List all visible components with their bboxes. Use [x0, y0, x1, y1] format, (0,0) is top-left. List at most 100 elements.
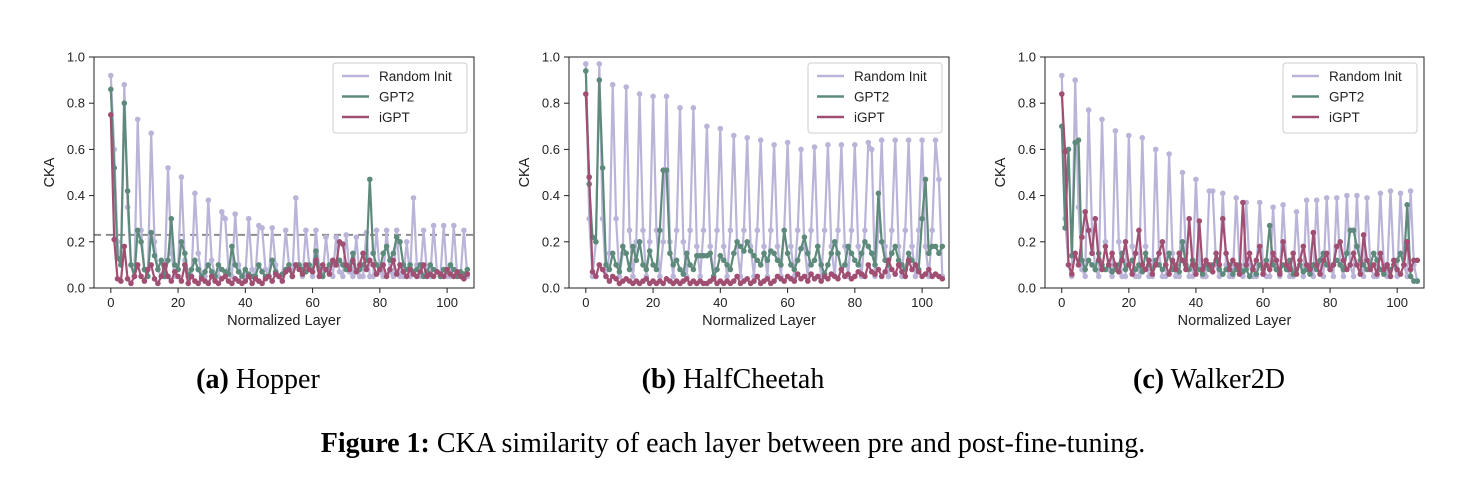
walker2d-series-gpt2-point [1243, 266, 1249, 273]
walker2d-series-random-init-point [1166, 151, 1172, 157]
halfcheetah-ytick-label: 0.4 [542, 188, 560, 203]
halfcheetah-series-igpt-point [805, 278, 811, 284]
hopper-series-random-init-point [313, 227, 319, 234]
halfcheetah-series-igpt-point [801, 273, 808, 280]
hopper-series-igpt-point [370, 262, 376, 268]
subcaption-walker2d-name: Walker2D [1170, 364, 1285, 395]
walker2d-series-igpt-point [1377, 250, 1384, 257]
halfcheetah-series-gpt2-point [717, 252, 724, 259]
hopper-series-igpt-point [340, 241, 346, 247]
halfcheetah-xtick-label: 80 [848, 295, 862, 310]
halfcheetah-series-igpt-point [926, 266, 932, 273]
hopper-series-igpt-point [124, 276, 131, 282]
walker2d-series-igpt-point [1266, 266, 1273, 273]
halfcheetah-series-random-init-point [808, 227, 814, 234]
halfcheetah-series-gpt2-point [754, 257, 761, 264]
walker2d-series-gpt2-point [1092, 266, 1099, 273]
halfcheetah-series-gpt2-point [922, 176, 929, 183]
halfcheetah-series-igpt-point [885, 257, 892, 264]
walker2d-series-gpt2-point [1370, 250, 1377, 257]
halfcheetah-series-random-init-point [862, 227, 868, 234]
walker2d-series-igpt-point [1119, 257, 1125, 264]
halfcheetah-xtick-label: 60 [780, 295, 794, 310]
halfcheetah-series-gpt2-point [855, 262, 861, 268]
walker2d-series-igpt-point [1350, 250, 1357, 257]
hopper-series-random-init-point [249, 266, 255, 273]
hopper-series-random-init-point [195, 250, 201, 257]
walker2d-series-igpt-point [1132, 250, 1139, 257]
walker2d-series-igpt-point [1370, 262, 1377, 268]
walker2d-series-igpt-point [1146, 257, 1152, 264]
hopper-xlabel: Normalized Layer [227, 313, 341, 329]
halfcheetah-series-gpt2-point [657, 227, 663, 234]
walker2d-series-igpt-point [1189, 262, 1196, 268]
hopper-series-random-init-point [323, 234, 329, 240]
hopper-ytick-label: 0.0 [67, 281, 85, 296]
halfcheetah-series-igpt-point [613, 276, 619, 282]
hopper-series-igpt-point [121, 243, 128, 250]
halfcheetah-series-random-init-point [650, 93, 656, 100]
halfcheetah-legend-label-random-init: Random Init [854, 69, 927, 84]
halfcheetah-series-igpt-point [593, 273, 599, 280]
halfcheetah-series-igpt-point [909, 266, 915, 273]
halfcheetah-series-gpt2-point [784, 250, 791, 257]
walker2d-series-igpt-point [1387, 273, 1394, 280]
walker2d-xtick-label: 40 [1189, 295, 1203, 310]
walker2d-series-random-init-point [1139, 135, 1146, 141]
hopper-ytick-label: 0.8 [67, 96, 85, 111]
walker2d-series-igpt-point [1307, 266, 1313, 273]
walker2d-series-random-init-point [1364, 195, 1370, 201]
halfcheetah-series-gpt2-point [747, 248, 754, 254]
hopper-series-igpt-point [454, 269, 461, 275]
hopper-series-igpt-point [333, 262, 339, 268]
walker2d-series-random-init-point [1095, 273, 1102, 280]
walker2d-series-igpt-point [1213, 250, 1219, 257]
hopper-series-igpt-point [444, 266, 450, 273]
hopper-series-igpt-point [279, 278, 286, 284]
hopper-series-igpt-point [185, 280, 191, 287]
subcaption-hopper-name: Hopper [235, 364, 320, 395]
walker2d-series-igpt-point [1139, 262, 1146, 268]
walker2d-series-igpt-point [1206, 262, 1213, 268]
hopper-series-gpt2-point [182, 250, 188, 257]
halfcheetah-series-random-init-point [838, 142, 845, 148]
halfcheetah-series-igpt [583, 91, 946, 287]
walker2d-series-igpt-point [1062, 148, 1068, 155]
hopper-series-igpt-point [131, 273, 138, 280]
walker2d-series-igpt-point [1347, 262, 1353, 268]
halfcheetah-xlabel: Normalized Layer [702, 313, 816, 329]
halfcheetah-series-random-init-point [680, 239, 687, 245]
halfcheetah-series-gpt2-point [825, 262, 831, 268]
halfcheetah-series-random-init-point [697, 273, 703, 280]
hopper-series-gpt2-point [168, 215, 175, 222]
hopper-series-random-init-point [410, 195, 417, 201]
hopper-series-igpt-point [420, 262, 427, 268]
halfcheetah-series-gpt2-point [852, 257, 858, 264]
hopper-series-igpt-point [259, 280, 265, 287]
walker2d-series-igpt-point [1199, 266, 1206, 273]
hopper-series-igpt-point [118, 278, 124, 284]
hopper-series-igpt-point [111, 236, 117, 243]
subcaption-hopper: (a) Hopper [108, 364, 408, 396]
hopper-series-igpt-point [380, 262, 387, 268]
walker2d-series-igpt-point [1280, 239, 1286, 245]
hopper-series-gpt2-point [242, 266, 249, 273]
walker2d-series-igpt-point [1149, 271, 1156, 277]
hopper-series-igpt-point [430, 273, 437, 280]
halfcheetah-series-random-init-point [609, 81, 616, 88]
halfcheetah-series-gpt2-point [761, 250, 767, 257]
figure-caption-text: CKA similarity of each layer between pre… [436, 428, 1146, 459]
hopper-series-random-init-point [178, 174, 185, 180]
hopper-series-gpt2-point [215, 262, 222, 268]
halfcheetah-series-igpt-point [771, 278, 777, 284]
halfcheetah-series-random-init-point [905, 137, 912, 143]
walker2d-series-random-init-point [1340, 273, 1347, 280]
hopper-legend: Random Init GPT2 iGPT [332, 62, 468, 134]
walker2d-series-gpt2-point [1397, 250, 1404, 257]
halfcheetah-series-random-init-point [673, 227, 680, 234]
walker2d-series-igpt-point [1116, 269, 1122, 275]
hopper-series-igpt-point [205, 280, 212, 287]
hopper-series-gpt2-point [205, 262, 212, 268]
halfcheetah-series-random-init-point [885, 273, 892, 280]
walker2d-series-igpt-point [1303, 262, 1310, 268]
